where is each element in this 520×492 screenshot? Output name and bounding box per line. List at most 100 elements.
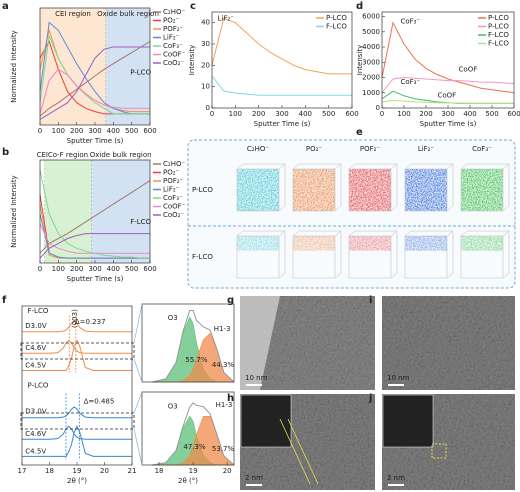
line xyxy=(152,402,235,466)
zoom-connector xyxy=(133,303,143,344)
tof-cube xyxy=(293,236,335,251)
lattice-line xyxy=(287,418,319,485)
legend-label: C₂HO⁻ xyxy=(163,8,185,16)
x-tick-label: 100 xyxy=(397,110,410,118)
tof-cube xyxy=(405,169,447,211)
cube-edge xyxy=(236,230,286,279)
y-tick-label: 0 xyxy=(206,104,210,112)
x-tick-label: 18 xyxy=(45,467,54,475)
scale-label: 2 nm xyxy=(245,474,263,482)
x-tick-label: 100 xyxy=(52,265,65,273)
x-tick-label: 400 xyxy=(107,127,120,135)
x-axis-label: Sputter Time (s) xyxy=(254,120,311,128)
y-axis-label: Normalized Intensity xyxy=(10,175,18,247)
x-axis-label: Sputter Time (s) xyxy=(67,137,124,145)
x-axis-label: 2θ (°) xyxy=(67,477,87,485)
x-tick-label: 200 xyxy=(70,127,83,135)
panel-label: a xyxy=(2,1,9,12)
annotation: C4.6V xyxy=(25,430,46,438)
x-tick-label: 500 xyxy=(322,110,335,118)
legend-label: F-LCO xyxy=(488,40,509,48)
annotation: CoOF xyxy=(459,66,478,74)
line xyxy=(39,33,150,115)
tof-cube xyxy=(405,236,447,251)
line xyxy=(22,406,132,419)
scale-label: 10 nm xyxy=(387,374,410,382)
legend-label: CoO₂⁻ xyxy=(163,211,184,219)
region-label: Co-F region xyxy=(48,151,88,159)
y-tick-label: 20 xyxy=(201,61,210,69)
line xyxy=(22,320,132,333)
y-axis-label: Intensity xyxy=(188,45,196,75)
y-axis-label: Normalized Intensity xyxy=(10,30,18,102)
line xyxy=(39,223,150,254)
annotation: (003) xyxy=(71,309,79,328)
line xyxy=(39,46,150,120)
x-tick-label: 500 xyxy=(125,127,138,135)
zoom-box xyxy=(20,342,135,360)
panel-label: c xyxy=(190,1,196,12)
x-tick-label: 500 xyxy=(125,265,138,273)
x-tick-label: 100 xyxy=(52,127,65,135)
line xyxy=(39,213,150,259)
legend-label: P-LCO xyxy=(326,14,347,22)
x-tick-label: 300 xyxy=(441,110,454,118)
tof-cube xyxy=(237,236,279,251)
scale-label: 10 nm xyxy=(245,374,268,382)
x-tick-label: 0 xyxy=(38,127,42,135)
annotation: 55.7% xyxy=(185,356,208,364)
line xyxy=(381,99,514,104)
tof-cube xyxy=(349,169,391,211)
tof-cube xyxy=(349,236,391,251)
annotation: C4.5V xyxy=(25,362,46,370)
fft-inset xyxy=(382,394,434,448)
legend-label: P-LCO xyxy=(488,14,509,22)
cube-edge xyxy=(404,230,454,279)
region xyxy=(106,8,150,125)
x-tick-label: 300 xyxy=(275,110,288,118)
line xyxy=(211,17,352,75)
line xyxy=(381,76,515,94)
region xyxy=(44,160,92,263)
legend-label: F-LCO xyxy=(326,23,347,31)
zoom-connector xyxy=(133,391,143,414)
region xyxy=(91,160,150,263)
x-tick-label: 500 xyxy=(485,110,498,118)
panel-label: d xyxy=(356,1,363,12)
x-tick-label: 18 xyxy=(155,467,164,475)
x-axis-label: Sputter Time (s) xyxy=(420,120,477,128)
x-axis-label: Sputter Time (s) xyxy=(67,275,124,283)
annotation: C4.5V xyxy=(25,447,46,455)
legend-label: LiF₂⁻ xyxy=(163,186,180,194)
annotation: H1-3 xyxy=(214,325,231,333)
x-tick-label: 20 xyxy=(100,467,109,475)
x-tick-label: 400 xyxy=(463,110,476,118)
line xyxy=(39,180,151,254)
x-tick-label: 21 xyxy=(128,467,137,475)
y-tick-label: 4000 xyxy=(362,43,380,51)
cube-edge xyxy=(404,163,454,212)
legend-label: CoF₃⁻ xyxy=(163,194,183,202)
legend-label: POF₂⁻ xyxy=(163,177,184,185)
legend-label: C₂HO⁻ xyxy=(163,160,185,168)
annotation: 53.7% xyxy=(212,445,235,453)
tof-cube xyxy=(461,169,503,211)
annotation: P-LCO xyxy=(28,382,49,390)
x-tick-label: 19 xyxy=(189,467,198,475)
x-tick-label: 200 xyxy=(252,110,265,118)
y-tick-label: 10 xyxy=(201,83,210,91)
annotation: 47.3% xyxy=(183,443,206,451)
y-tick-label: 0 xyxy=(376,104,380,112)
plot-frame xyxy=(141,391,235,466)
x-tick-label: 100 xyxy=(229,110,242,118)
tem-shade xyxy=(382,296,515,390)
d-spacing: d=0.232nm xyxy=(386,437,428,445)
cube-edge xyxy=(348,163,398,212)
x-tick-label: 0 xyxy=(210,110,214,118)
cube-edge xyxy=(460,163,510,212)
y-tick-label: 5000 xyxy=(362,28,380,36)
zoom-box xyxy=(20,412,135,430)
zoom-connector xyxy=(133,358,143,383)
y-tick-label: 40 xyxy=(201,19,210,27)
